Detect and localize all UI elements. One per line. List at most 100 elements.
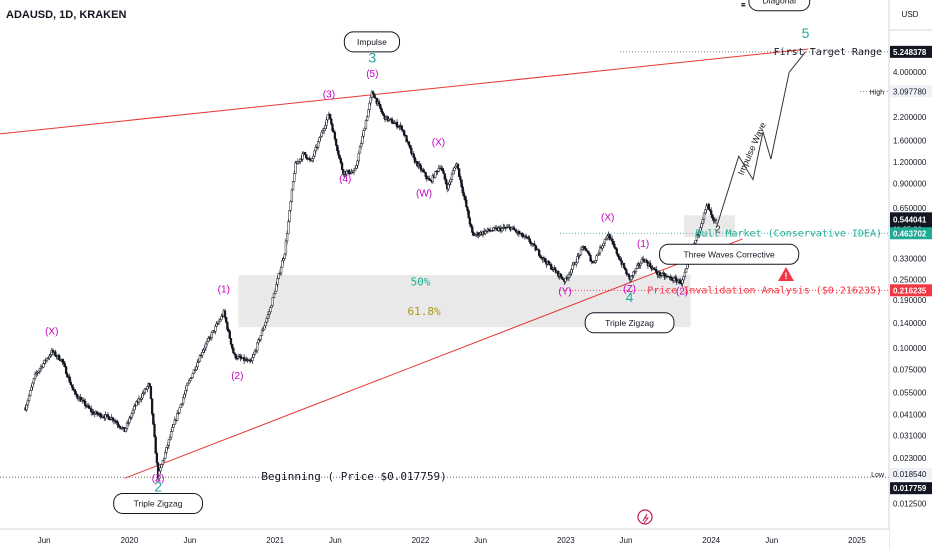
candle-body xyxy=(253,350,257,355)
candle-body xyxy=(70,384,74,388)
candle-body xyxy=(670,277,673,281)
candle-body xyxy=(198,355,202,362)
candle-body xyxy=(624,267,627,270)
candle-body xyxy=(210,332,213,338)
candle-body xyxy=(324,125,327,129)
currency-label: USD xyxy=(902,10,919,19)
candle-body xyxy=(459,176,462,181)
candle-body xyxy=(560,276,564,279)
candle-body xyxy=(164,452,167,459)
candle-body xyxy=(575,262,578,265)
candle-body xyxy=(232,347,235,354)
candle-body xyxy=(615,248,618,255)
wave-label: (Z) xyxy=(152,473,165,484)
candle-body xyxy=(252,353,255,358)
candle-body xyxy=(162,457,166,461)
candle-body xyxy=(528,238,531,243)
candle-body xyxy=(167,439,170,446)
candle-body xyxy=(96,411,99,415)
wave-label: (2) xyxy=(676,286,688,297)
time-tick: Jun xyxy=(183,536,196,545)
candle-body xyxy=(125,422,129,429)
candle-body xyxy=(33,373,37,379)
candle-body xyxy=(143,388,147,393)
candle-body xyxy=(594,260,597,263)
candle-body xyxy=(345,171,348,175)
candle-body xyxy=(325,119,328,126)
time-tick: 2021 xyxy=(266,536,284,545)
candle-body xyxy=(441,168,444,171)
candle-body xyxy=(149,386,153,400)
candle-body xyxy=(214,326,217,332)
candle-body xyxy=(282,258,285,261)
candle-body xyxy=(328,113,332,120)
invalidation-label: Price Invalidation Analysis ($0.216235) xyxy=(647,285,882,296)
callout-text: Triple Zigzag xyxy=(134,498,183,508)
candle-body xyxy=(630,275,633,281)
wave-label: 3 xyxy=(368,50,376,66)
projection-path xyxy=(715,51,806,228)
candle-body xyxy=(124,428,127,432)
time-tick: Jun xyxy=(765,536,778,545)
candle-body xyxy=(205,340,209,345)
callout-bubble xyxy=(584,312,675,334)
candle-body xyxy=(223,310,227,318)
time-tick: Jun xyxy=(620,536,633,545)
candle-body xyxy=(294,162,297,174)
beginning-label: Beginning ( Price $0.017759) xyxy=(261,470,446,483)
price-tick: 0.900000 xyxy=(893,180,927,189)
candle-body xyxy=(469,223,473,227)
candle-body xyxy=(645,259,648,263)
candle-body xyxy=(317,141,320,148)
candle-body xyxy=(437,168,440,172)
candle-body xyxy=(277,273,280,280)
candle-body xyxy=(714,219,718,221)
candle-body xyxy=(301,153,304,160)
candle-body xyxy=(463,195,467,201)
candle-body xyxy=(712,217,715,221)
candle-body xyxy=(442,170,445,174)
candle-body xyxy=(365,116,369,121)
candle-body xyxy=(428,178,431,181)
candle-body xyxy=(450,173,454,180)
price-tick: 0.100000 xyxy=(893,344,927,353)
candle-body xyxy=(533,243,536,246)
candle-body xyxy=(183,393,186,399)
candle-body xyxy=(269,307,272,313)
wave-label: (4) xyxy=(339,174,351,185)
candle-body xyxy=(202,349,205,353)
callout-text: Impulse xyxy=(357,37,387,47)
candle-body xyxy=(588,252,591,256)
callout: Three Waves Corrective xyxy=(659,243,800,265)
candle-body xyxy=(279,266,283,274)
candle-body xyxy=(74,391,77,395)
candle-body xyxy=(25,404,28,411)
candle-body xyxy=(283,253,286,259)
candle-body xyxy=(331,123,334,132)
candle-body xyxy=(274,290,277,294)
candle-body xyxy=(153,424,156,438)
price-tick: 2.200000 xyxy=(893,113,927,122)
candle-body xyxy=(571,264,574,270)
candle-body xyxy=(510,227,513,231)
candle-body xyxy=(431,175,435,182)
low-marker-bg xyxy=(890,467,932,480)
candle-body xyxy=(549,264,553,270)
callout-text: Three Waves Corrective xyxy=(683,249,775,259)
candle-body xyxy=(215,323,218,327)
candle-body xyxy=(570,269,573,274)
candle-body xyxy=(410,147,413,154)
candle-body xyxy=(612,241,615,245)
candle-body xyxy=(168,436,172,440)
candle-body xyxy=(371,91,375,95)
candle-body xyxy=(634,268,638,272)
candle-body xyxy=(472,232,475,235)
callout-bubble xyxy=(748,0,811,12)
warning-icon-mark: ! xyxy=(785,271,788,281)
candle-body xyxy=(358,146,362,154)
time-tick: 2024 xyxy=(702,536,720,545)
candle-body xyxy=(452,170,455,175)
candle-body xyxy=(106,414,110,417)
candle-body xyxy=(658,272,661,276)
